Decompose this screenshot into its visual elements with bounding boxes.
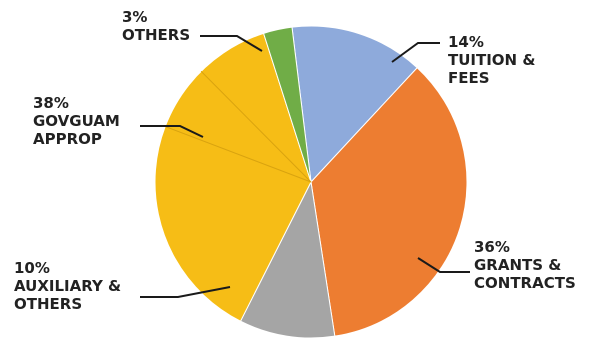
label-grants-line3: CONTRACTS [474, 274, 576, 292]
label-govguam-line2: GOVGUAM [33, 112, 120, 130]
label-tuition: 14% TUITION & FEES [448, 33, 541, 87]
pie-slices [154, 25, 468, 338]
label-govguam-line3: APPROP [33, 130, 102, 148]
slice-labels: 14% TUITION & FEES 36% GRANTS & CONTRACT… [14, 8, 576, 313]
label-others-line2: OTHERS [122, 26, 190, 44]
label-tuition-line3: FEES [448, 69, 490, 87]
leader-tuition [391, 42, 440, 63]
govguam-segment-dividers [165, 70, 312, 183]
label-auxiliary-line2: AUXILIARY & [14, 277, 121, 295]
leader-grants [417, 257, 470, 273]
govguam-divider-0 [165, 126, 312, 183]
leader-others [200, 35, 263, 52]
pie-slice-2 [239, 180, 336, 338]
label-grants-pct: 36% [474, 238, 510, 256]
pie-slice-1 [310, 67, 468, 337]
label-auxiliary-line3: OTHERS [14, 295, 82, 313]
label-auxiliary-pct: 10% [14, 259, 50, 277]
leader-govguam [140, 125, 204, 138]
label-others-pct: 3% [122, 8, 147, 26]
label-tuition-pct: 14% [448, 33, 484, 51]
label-govguam: 38% GOVGUAM APPROP [33, 94, 125, 148]
label-grants-line2: GRANTS & [474, 256, 561, 274]
label-govguam-pct: 38% [33, 94, 69, 112]
label-grants: 36% GRANTS & CONTRACTS [474, 238, 576, 292]
govguam-divider-1 [200, 70, 312, 183]
label-tuition-line2: TUITION & [448, 51, 535, 69]
pie-slice-4 [262, 26, 312, 183]
label-others: 3% OTHERS [122, 8, 190, 44]
leader-lines [140, 35, 470, 298]
leader-auxiliary [140, 286, 231, 298]
pie-slice-0 [291, 25, 418, 184]
label-auxiliary: 10% AUXILIARY & OTHERS [14, 259, 126, 313]
